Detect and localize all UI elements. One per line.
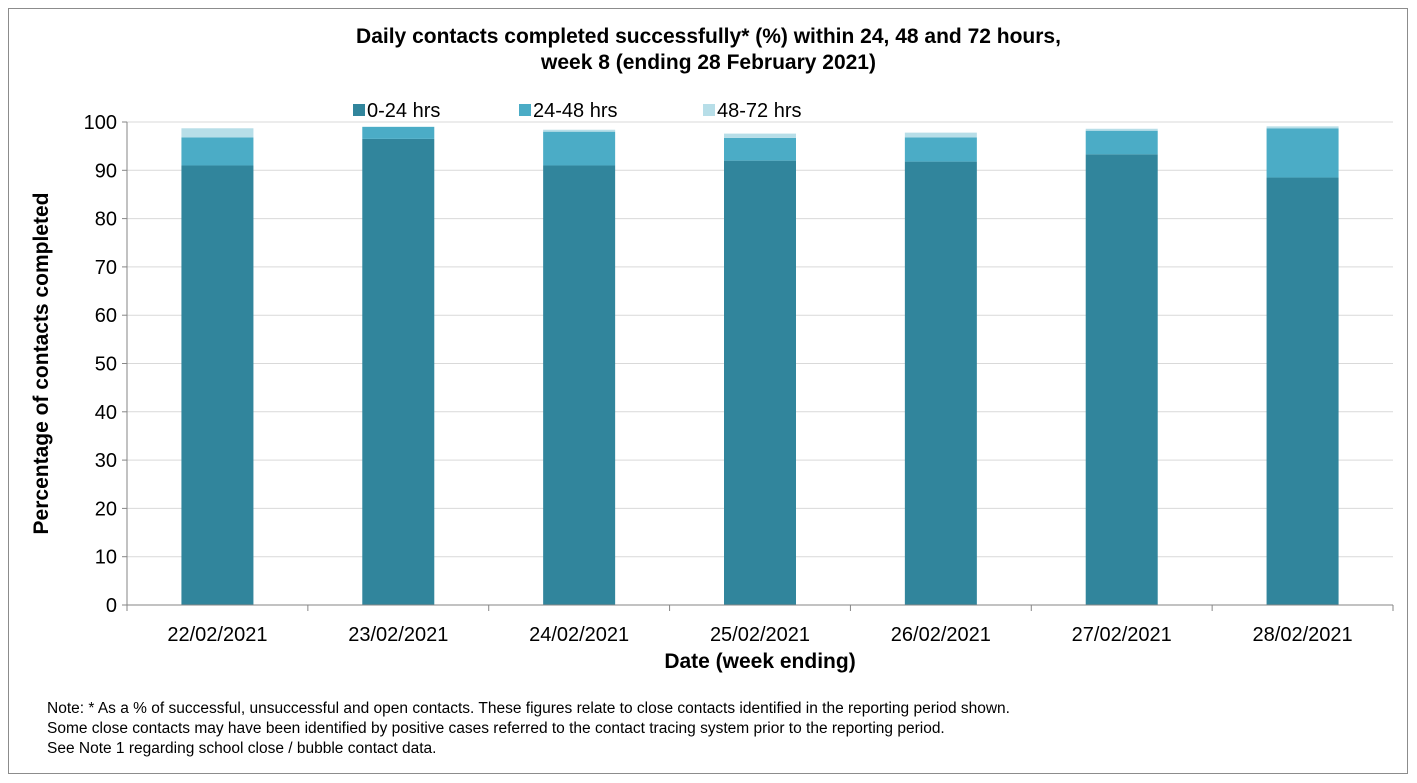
y-tick-label: 30 — [95, 450, 117, 472]
y-tick-label: 20 — [95, 498, 117, 520]
legend-label: 24-48 hrs — [533, 100, 618, 122]
x-tick-label: 27/02/2021 — [1072, 624, 1172, 646]
bar-segment — [1085, 154, 1158, 605]
bar-segment — [543, 129, 616, 132]
y-tick-label: 10 — [95, 547, 117, 569]
x-tick-label: 25/02/2021 — [710, 624, 810, 646]
bar-segment — [1085, 128, 1158, 131]
y-tick-label: 80 — [95, 209, 117, 231]
bar-segment — [1266, 177, 1339, 606]
bar-segment — [181, 165, 254, 605]
bar-segment — [724, 133, 796, 138]
bar-segment — [1266, 126, 1339, 129]
y-tick-label: 40 — [95, 402, 117, 424]
x-axis-title: Date (week ending) — [664, 650, 855, 673]
y-axis-title: Percentage of contacts completed — [30, 193, 53, 535]
y-tick-label: 60 — [95, 305, 117, 327]
y-tick-label: 90 — [95, 160, 117, 182]
chart-title-line-2: week 8 (ending 28 February 2021) — [541, 51, 876, 74]
bar-segment — [543, 131, 616, 166]
y-tick-label: 0 — [106, 595, 117, 617]
bar-segment — [724, 137, 796, 161]
bar-segment — [904, 132, 977, 138]
bar-segment — [181, 137, 254, 166]
chart-title-line-1: Daily contacts completed successfully* (… — [356, 25, 1061, 48]
bar-segment — [181, 128, 254, 138]
y-tick-label: 50 — [95, 354, 117, 376]
x-tick-label: 28/02/2021 — [1253, 624, 1353, 646]
bar-segment — [1085, 130, 1158, 155]
bar-segment — [362, 126, 435, 139]
bar-segment — [904, 161, 977, 605]
note-line-3: See Note 1 regarding school close / bubb… — [47, 740, 437, 757]
bar-segment — [1266, 128, 1339, 178]
legend-swatch — [519, 104, 531, 116]
x-tick-label: 22/02/2021 — [167, 624, 267, 646]
chart-note: Note: * As a % of successful, unsuccessf… — [47, 699, 1010, 759]
legend-label: 48-72 hrs — [717, 100, 802, 122]
bar-segment — [904, 137, 977, 162]
note-line-1: Note: * As a % of successful, unsuccessf… — [47, 700, 1010, 717]
y-tick-label: 100 — [84, 112, 117, 134]
bar-segment — [724, 160, 796, 605]
legend-label: 0-24 hrs — [367, 100, 440, 122]
x-tick-label: 23/02/2021 — [348, 624, 448, 646]
note-line-2: Some close contacts may have been identi… — [47, 720, 945, 737]
y-tick-label: 70 — [95, 257, 117, 279]
x-tick-label: 26/02/2021 — [891, 624, 991, 646]
bar-segment — [543, 165, 616, 605]
bar-segment — [362, 138, 435, 605]
x-tick-label: 24/02/2021 — [529, 624, 629, 646]
legend-swatch — [703, 104, 715, 116]
legend-swatch — [353, 104, 365, 116]
